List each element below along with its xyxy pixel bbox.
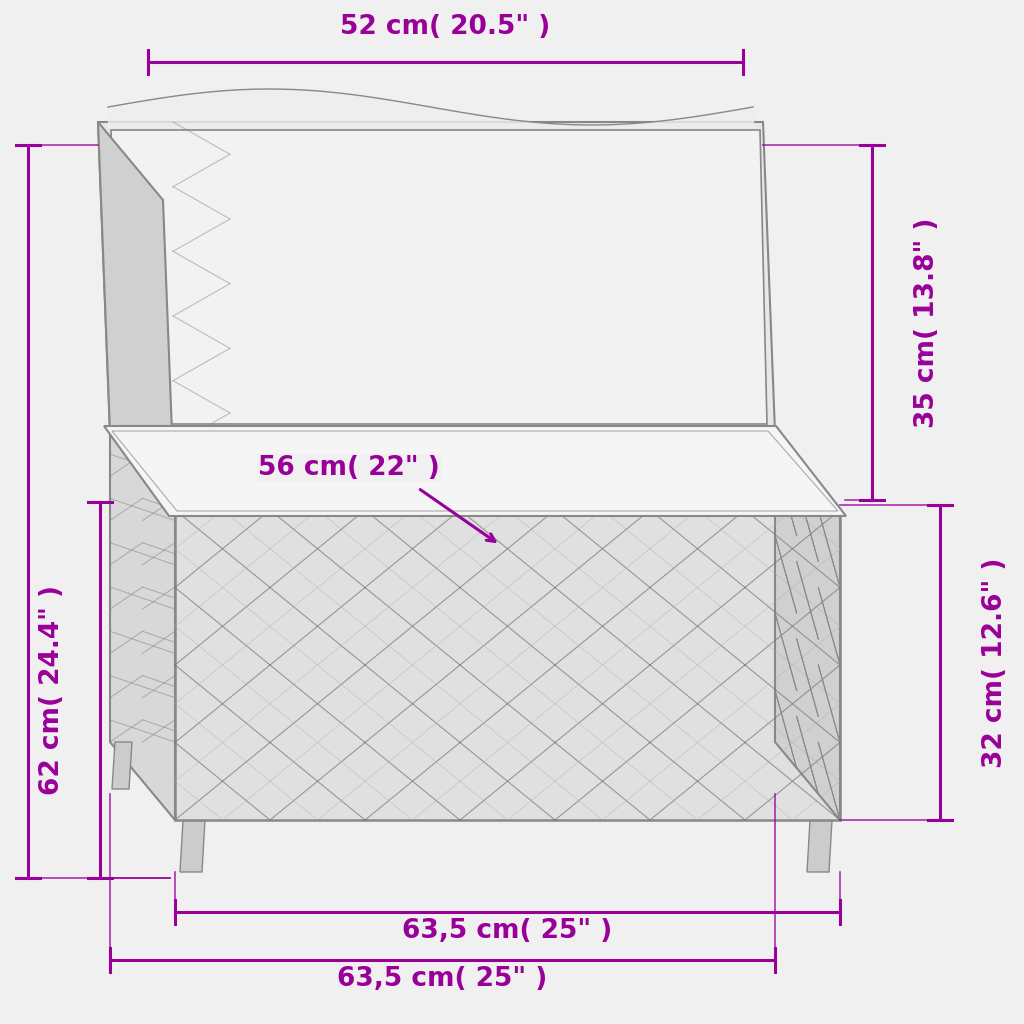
Text: 62 cm( 24.4" ): 62 cm( 24.4" ) bbox=[39, 585, 65, 795]
Text: 52 cm( 20.5" ): 52 cm( 20.5" ) bbox=[340, 14, 551, 40]
Polygon shape bbox=[98, 122, 175, 510]
Polygon shape bbox=[98, 122, 775, 432]
Polygon shape bbox=[104, 426, 846, 516]
Polygon shape bbox=[180, 820, 205, 872]
Polygon shape bbox=[111, 130, 767, 424]
Polygon shape bbox=[175, 510, 840, 820]
Polygon shape bbox=[110, 432, 840, 510]
Polygon shape bbox=[775, 432, 840, 820]
Text: 35 cm( 13.8" ): 35 cm( 13.8" ) bbox=[914, 217, 940, 428]
Text: 32 cm( 12.6" ): 32 cm( 12.6" ) bbox=[982, 557, 1008, 768]
Polygon shape bbox=[112, 742, 132, 790]
Text: 63,5 cm( 25" ): 63,5 cm( 25" ) bbox=[337, 966, 548, 992]
Polygon shape bbox=[807, 820, 831, 872]
Polygon shape bbox=[750, 742, 770, 790]
Polygon shape bbox=[110, 432, 175, 820]
Text: 63,5 cm( 25" ): 63,5 cm( 25" ) bbox=[402, 918, 612, 944]
Text: 56 cm( 22" ): 56 cm( 22" ) bbox=[258, 455, 439, 481]
